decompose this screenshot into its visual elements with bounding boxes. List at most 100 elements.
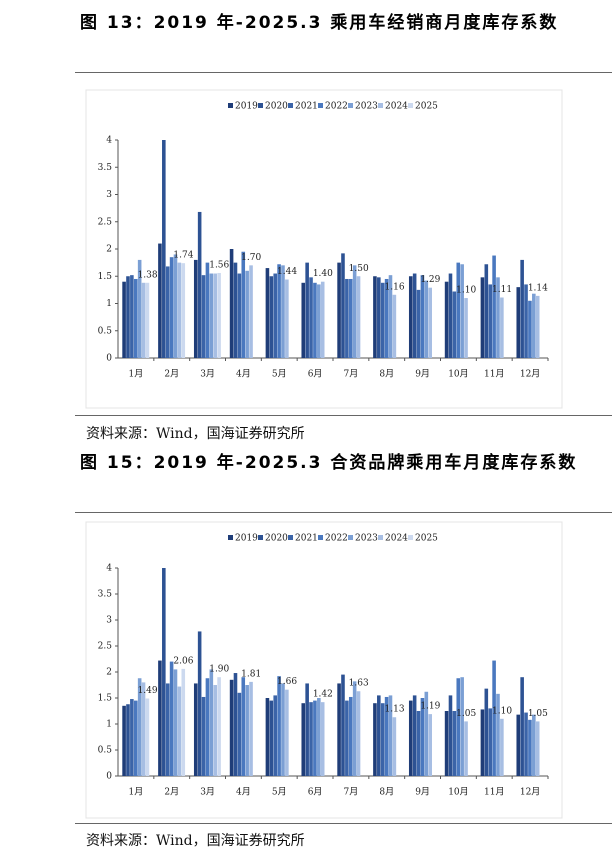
bar: [500, 297, 504, 358]
bar: [141, 282, 146, 358]
bar: [341, 674, 345, 776]
bar: [193, 683, 198, 776]
y-tick-label: 1.5: [98, 272, 113, 282]
bar: [520, 677, 524, 776]
bar: [416, 289, 421, 358]
bar: [380, 282, 385, 358]
bar: [137, 678, 142, 776]
bar: [158, 243, 162, 358]
chart-frame: [85, 89, 563, 409]
x-tick-label: 10月: [448, 369, 468, 380]
legend-swatch: [288, 103, 293, 108]
bar: [277, 676, 281, 776]
bar: [448, 695, 453, 776]
y-tick-label: 3.5: [98, 163, 113, 173]
bar: [464, 298, 468, 358]
bar: [392, 717, 397, 776]
bar: [412, 273, 417, 358]
bar: [496, 693, 500, 776]
y-tick-label: 4: [106, 564, 112, 574]
bar: [301, 282, 306, 358]
legend-swatch: [378, 535, 383, 540]
bar: [420, 275, 425, 358]
bar: [233, 673, 238, 776]
bar: [532, 293, 536, 358]
bar: [444, 281, 449, 358]
bar: [165, 266, 170, 358]
data-label: 1.63: [349, 679, 369, 689]
rule: [75, 512, 612, 513]
bar: [133, 700, 138, 776]
bar: [209, 273, 214, 358]
bar: [273, 273, 277, 358]
bar: [317, 284, 321, 358]
legend-swatch: [348, 103, 353, 108]
bar: [488, 284, 492, 358]
data-label: 1.10: [492, 706, 512, 716]
y-tick-label: 2.5: [98, 642, 113, 652]
figure-title: 图 13：2019 年-2025.3 乘用车经销商月度库存系数: [80, 13, 559, 33]
bar: [348, 278, 353, 358]
bar: [528, 719, 532, 776]
bar: [213, 685, 217, 776]
bar: [532, 714, 536, 776]
bar: [141, 682, 146, 776]
rule: [75, 72, 612, 73]
y-tick-label: 3.5: [98, 590, 113, 600]
data-label: 1.05: [528, 709, 548, 719]
bar: [237, 692, 242, 776]
bar: [424, 280, 429, 358]
x-tick-label: 4月: [236, 787, 251, 798]
bar: [162, 568, 166, 776]
bar: [416, 711, 421, 776]
bar: [337, 262, 341, 358]
bar: [249, 681, 253, 776]
bar: [528, 300, 532, 358]
bar: [305, 262, 309, 358]
data-label: 1.49: [138, 686, 158, 696]
bar: [122, 705, 126, 776]
chart: 0 0.5 1 1.5 2 2.5 3 3.5 4 2019 2020 2021 2022 2023 202…: [85, 521, 563, 819]
source: 资料来源：Wind，国海证券研究所: [86, 833, 305, 849]
x-tick-label: 1月: [129, 787, 144, 798]
x-tick-label: 5月: [272, 787, 287, 798]
data-label: 1.66: [277, 677, 297, 687]
bar: [392, 294, 397, 358]
bar: [193, 259, 198, 358]
bar: [177, 262, 182, 358]
bar: [245, 270, 249, 358]
bar: [197, 211, 202, 358]
x-tick-label: 3月: [200, 787, 215, 798]
bar: [408, 276, 413, 358]
x-tick-label: 8月: [379, 369, 394, 380]
bar: [452, 711, 457, 776]
bar: [456, 678, 461, 776]
bar: [130, 699, 134, 776]
data-label: 1.42: [313, 690, 333, 700]
bar: [356, 691, 361, 776]
data-label: 1.70: [241, 253, 261, 263]
x-tick-label: 12月: [520, 787, 540, 798]
bar: [197, 631, 202, 776]
bar: [345, 278, 349, 358]
bar: [448, 273, 453, 358]
bar: [277, 264, 281, 358]
bar: [181, 668, 186, 776]
bar: [388, 695, 393, 776]
bar: [201, 696, 206, 776]
bar: [424, 691, 429, 776]
bar: [428, 287, 432, 358]
bar: [137, 259, 142, 358]
bar: [480, 277, 485, 358]
bar: [480, 709, 485, 776]
bar: [320, 281, 325, 358]
data-label: 1.40: [313, 269, 333, 279]
legend-swatch: [228, 103, 233, 108]
bar: [265, 268, 270, 358]
data-label: 1.16: [385, 282, 405, 292]
bar: [516, 714, 521, 776]
bar: [181, 263, 186, 358]
bar: [201, 275, 206, 358]
legend-swatch: [258, 103, 263, 108]
bar: [524, 712, 528, 776]
